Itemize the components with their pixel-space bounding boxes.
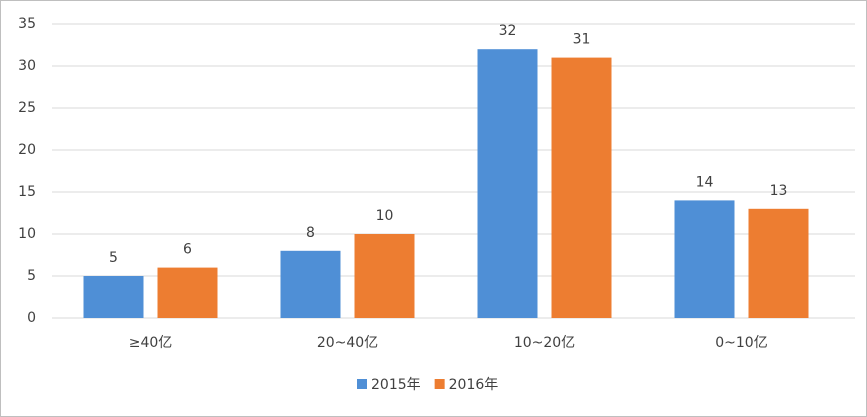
y-tick-label: 15: [18, 184, 36, 200]
y-tick-label: 35: [18, 16, 36, 32]
legend-swatch: [357, 379, 367, 389]
bar: [674, 200, 735, 318]
data-label: 14: [696, 174, 714, 190]
y-tick-label: 30: [18, 58, 36, 74]
bar: [477, 49, 538, 318]
x-tick-label: 20~40亿: [317, 335, 378, 351]
bar: [748, 208, 809, 318]
y-tick-label: 0: [27, 310, 36, 326]
data-label: 13: [770, 183, 788, 199]
y-tick-label: 5: [27, 268, 36, 284]
y-tick-label: 25: [18, 100, 36, 116]
legend-label: 2016年: [449, 377, 499, 393]
data-label: 8: [306, 225, 315, 241]
legend-swatch: [434, 379, 445, 389]
x-tick-label: 10~20亿: [514, 335, 575, 351]
bar: [551, 57, 612, 318]
bar: [354, 234, 415, 318]
x-tick-label: ≥40亿: [129, 335, 173, 351]
legend-label: 2015年: [371, 377, 421, 393]
data-label: 32: [499, 23, 517, 39]
data-label: 10: [376, 208, 394, 224]
x-tick-label: 0~10亿: [715, 335, 767, 351]
data-label: 6: [183, 242, 192, 258]
y-tick-label: 20: [18, 142, 36, 158]
data-label: 31: [573, 32, 591, 48]
data-label: 5: [109, 250, 118, 266]
bar: [280, 250, 341, 318]
bar: [157, 267, 218, 318]
y-tick-label: 10: [18, 226, 36, 242]
bar: [83, 276, 144, 318]
